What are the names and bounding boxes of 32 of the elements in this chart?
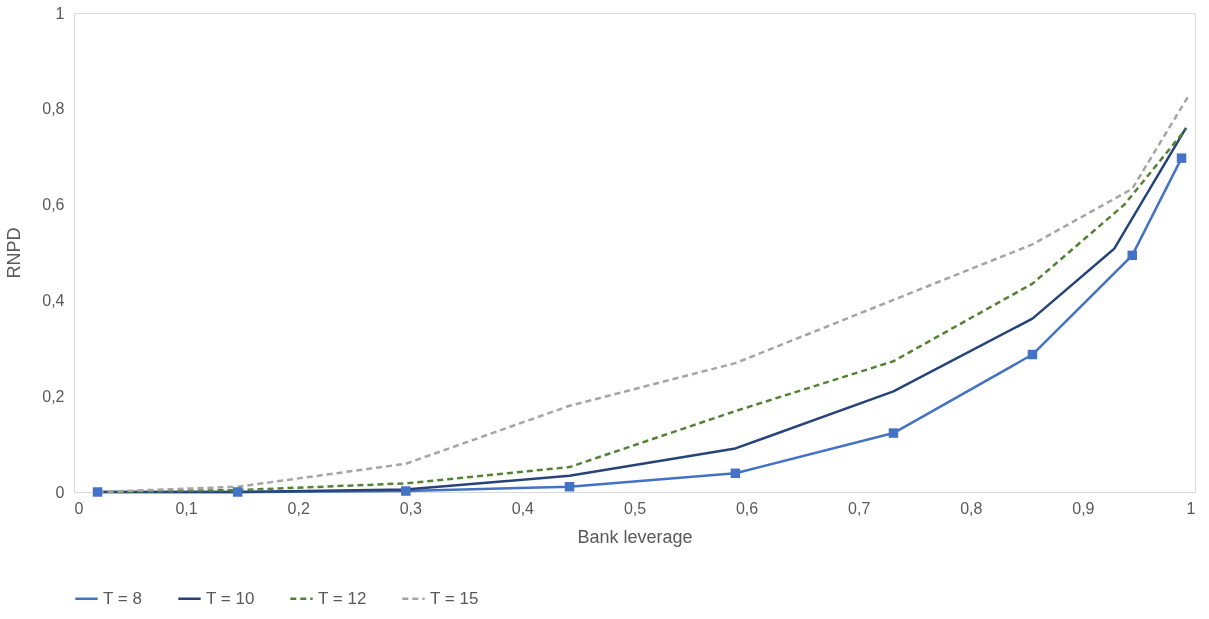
x-tick-label: 1 [1186,499,1196,517]
point [232,487,243,497]
point [1176,153,1187,163]
legend-label: T = 10 [206,588,255,608]
point [1027,349,1038,360]
x-tick-label: 0,2 [287,499,310,517]
x-tick-label: 0 [74,499,84,517]
x-tick-label: 0,9 [1072,499,1095,517]
legend-label: T = 8 [103,588,142,608]
x-tick-label: 0,6 [735,499,759,517]
y-tick-label: 0,6 [42,196,65,214]
x-tick-label: 0,5 [623,499,647,517]
y-tick-label: 0,2 [42,387,65,405]
point [888,428,899,438]
point [1127,250,1137,261]
x-tick-label: 0,4 [511,499,535,517]
x-axis-title: Bank leverage [577,526,693,547]
x-tick-label: 0,8 [960,499,983,517]
y-axis-title: RNPD [4,227,25,279]
x-tick-label: 0,1 [175,499,198,517]
point [730,468,741,479]
legend-label: T = 12 [318,588,367,608]
y-tick-label: 1 [55,4,65,22]
x-tick-label: 0,3 [399,499,423,517]
y-tick-label: 0 [55,483,65,501]
point [401,486,411,496]
y-tick-label: 0,4 [42,291,65,309]
x-tick-label: 0,7 [848,499,871,517]
point [564,481,575,492]
y-tick-label: 0,8 [42,100,65,118]
legend-label: T = 15 [430,588,479,608]
point [92,487,103,497]
